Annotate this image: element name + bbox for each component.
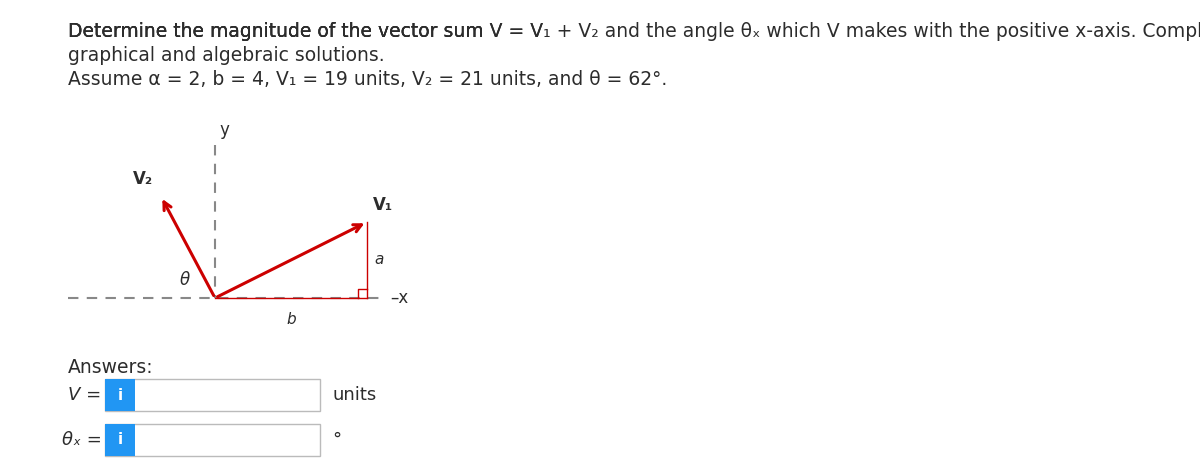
Bar (106, 424, 134, 456)
Bar (106, 379, 134, 411)
Text: θ: θ (180, 271, 190, 289)
Text: V₁: V₁ (373, 196, 394, 214)
Text: Answers:: Answers: (68, 358, 154, 377)
Text: V =: V = (68, 386, 101, 404)
Text: V₂: V₂ (133, 170, 154, 188)
Text: Assume α = 2, b = 4, V₁ = 19 units, V₂ = 21 units, and θ = 62°.: Assume α = 2, b = 4, V₁ = 19 units, V₂ =… (68, 70, 667, 89)
Text: y: y (220, 121, 229, 139)
Bar (106, 424, 320, 456)
Text: θₓ =: θₓ = (62, 431, 102, 449)
Text: graphical and algebraic solutions.: graphical and algebraic solutions. (68, 46, 385, 65)
Text: units: units (332, 386, 377, 404)
Text: Determine the magnitude of the vector sum: Determine the magnitude of the vector su… (68, 22, 490, 41)
Text: i: i (118, 387, 122, 403)
Text: b: b (286, 312, 296, 327)
Text: Determine the magnitude of the vector sum V = V: Determine the magnitude of the vector su… (68, 22, 544, 41)
Text: a: a (374, 252, 383, 268)
Text: °: ° (332, 431, 341, 449)
Text: Determine the magnitude of the vector sum V = V₁ + V₂ and the angle θₓ which V m: Determine the magnitude of the vector su… (68, 22, 1200, 41)
Text: i: i (118, 433, 122, 447)
Bar (106, 379, 320, 411)
Text: –x: –x (390, 289, 408, 307)
